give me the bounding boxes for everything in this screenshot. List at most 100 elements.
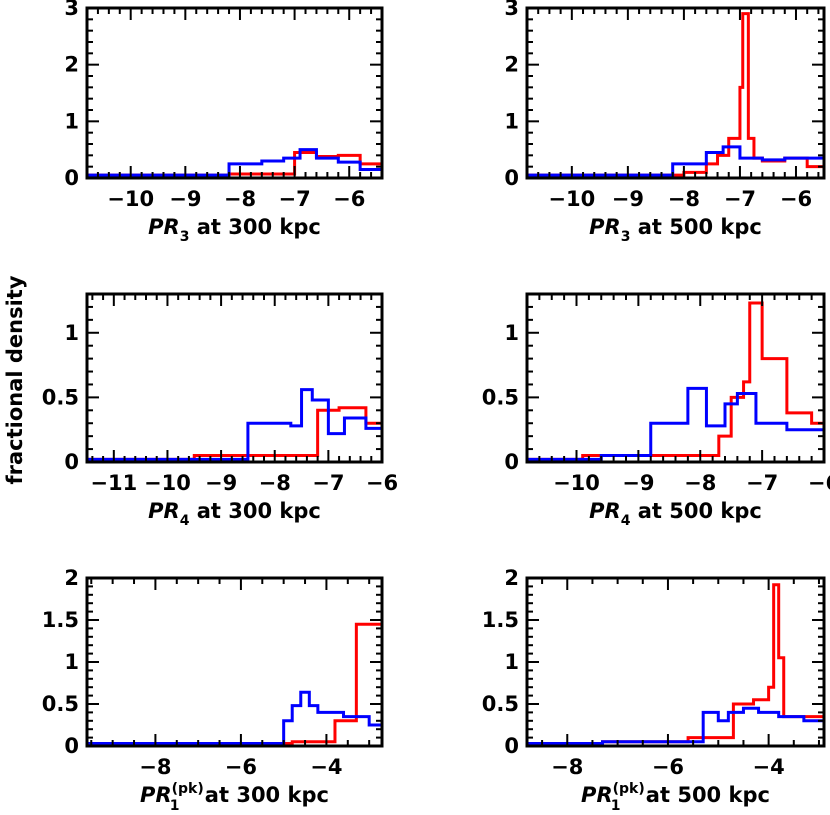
- series-red-line: [527, 301, 826, 461]
- x-axis-label-rest: at 300 kpc: [198, 783, 329, 807]
- y-tick-label: 0: [64, 450, 79, 474]
- x-axis-label-symbol: PR: [581, 783, 613, 807]
- x-axis-label: PR3 at 300 kpc: [148, 215, 321, 245]
- x-axis-label: PR4 at 500 kpc: [589, 499, 762, 529]
- x-axis-label-sub: 1: [170, 798, 180, 814]
- series-red-line: [527, 583, 826, 745]
- x-axis-label-rest: at 500 kpc: [639, 783, 770, 807]
- x-axis-label-symbol: PR: [140, 783, 172, 807]
- x-tick-label: −6: [780, 187, 812, 211]
- y-tick-label: 0.5: [482, 385, 519, 409]
- x-axis-label: PR3 at 500 kpc: [589, 215, 762, 245]
- x-axis-label-sub: 4: [621, 513, 631, 529]
- x-tick-label: −6: [366, 471, 398, 495]
- y-tick-label: 1: [504, 109, 519, 133]
- x-axis-label-symbol: PR: [589, 215, 621, 239]
- x-tick-label: −7: [724, 187, 756, 211]
- x-axis-label-sub: 3: [180, 229, 190, 245]
- x-tick-label: −10: [107, 187, 154, 211]
- panel-3: −11 −10 −9 −8 −7 −6 0 0.5 1 PR4 at 300 kpc: [42, 292, 398, 529]
- y-tick-label: 1.5: [42, 608, 79, 632]
- x-tick-label: −8: [668, 187, 700, 211]
- y-tick-label: 2: [504, 53, 519, 77]
- y-axis-label: fractional density: [3, 275, 27, 484]
- panel-frame: [85, 292, 384, 464]
- panel-frame: [525, 6, 826, 180]
- y-tick-label: 3: [64, 0, 79, 20]
- x-tick-label: −7: [312, 471, 344, 495]
- x-tick-label: −8: [259, 471, 291, 495]
- x-axis-label-symbol: PR: [148, 215, 180, 239]
- y-tick-label: 0: [504, 450, 519, 474]
- x-axis-label-sup: (pk): [613, 781, 645, 797]
- x-tick-label: −4: [753, 755, 785, 779]
- y-tick-label: 2: [504, 566, 519, 590]
- panel-frame: [85, 6, 384, 180]
- x-tick-label: −9: [622, 471, 654, 495]
- y-tick-label: 0: [64, 734, 79, 758]
- panel-4: −10 −9 −8 −7 −6 0 0.5 1 PR4 at 500 kpc: [482, 292, 830, 529]
- x-axis-label-sub: 1: [611, 798, 621, 814]
- y-tick-label: 1.5: [482, 608, 519, 632]
- x-axis-label-symbol: PR: [589, 499, 621, 523]
- y-tick-label: 1: [504, 650, 519, 674]
- x-tick-label: −7: [278, 187, 310, 211]
- x-tick-label: −10: [144, 471, 191, 495]
- y-tick-label: 2: [64, 53, 79, 77]
- x-tick-label: −8: [224, 187, 256, 211]
- x-axis-label-symbol: PR: [148, 499, 180, 523]
- x-axis-label: PR4 at 300 kpc: [148, 499, 321, 529]
- x-axis-label-rest: at 500 kpc: [630, 215, 761, 239]
- panel-frame: [525, 292, 826, 464]
- y-tick-label: 0: [504, 734, 519, 758]
- series-blue-line: [87, 690, 384, 745]
- x-axis-label: PR(pk) 1 at 300 kpc: [140, 781, 329, 814]
- y-tick-label: 1: [64, 321, 79, 345]
- x-tick-label: −6: [333, 187, 365, 211]
- x-tick-label: −8: [551, 755, 583, 779]
- y-tick-label: 3: [504, 0, 519, 20]
- x-tick-label: −9: [612, 187, 644, 211]
- x-tick-label: −7: [746, 471, 778, 495]
- y-tick-label: 0.5: [42, 385, 79, 409]
- x-tick-label: −10: [548, 187, 595, 211]
- series-red-line: [527, 12, 824, 177]
- x-tick-label: −4: [310, 755, 342, 779]
- x-axis-label-rest: at 300 kpc: [189, 215, 320, 239]
- x-tick-label: −6: [808, 471, 830, 495]
- panel-frame: [525, 576, 826, 748]
- x-tick-label: −9: [205, 471, 237, 495]
- series-blue-line: [527, 706, 826, 745]
- x-axis-label-sub: 3: [621, 229, 631, 245]
- y-tick-label: 1: [504, 321, 519, 345]
- y-tick-label: 0.5: [42, 692, 79, 716]
- x-tick-label: −9: [169, 187, 201, 211]
- x-tick-label: −6: [652, 755, 684, 779]
- x-axis-label-sup: (pk): [172, 781, 204, 797]
- x-tick-label: −11: [90, 471, 137, 495]
- y-tick-label: 1: [64, 650, 79, 674]
- x-tick-label: −10: [553, 471, 600, 495]
- x-axis-label-rest: at 500 kpc: [630, 499, 761, 523]
- x-tick-label: −8: [139, 755, 171, 779]
- x-axis-label-sub: 4: [180, 513, 190, 529]
- series-red-line: [87, 622, 384, 745]
- series-blue-line: [87, 148, 382, 177]
- x-tick-label: −6: [225, 755, 257, 779]
- x-axis-label: PR(pk) 1 at 500 kpc: [581, 781, 770, 814]
- series-blue-line: [527, 386, 824, 461]
- y-tick-label: 0: [64, 166, 79, 190]
- series-blue-line: [527, 145, 824, 177]
- series-blue-line: [87, 388, 384, 461]
- y-tick-label: 0.5: [482, 692, 519, 716]
- y-tick-label: 1: [64, 109, 79, 133]
- panel-frame: [85, 576, 384, 748]
- y-tick-label: 0: [504, 166, 519, 190]
- x-tick-label: −8: [684, 471, 716, 495]
- y-tick-label: 2: [64, 566, 79, 590]
